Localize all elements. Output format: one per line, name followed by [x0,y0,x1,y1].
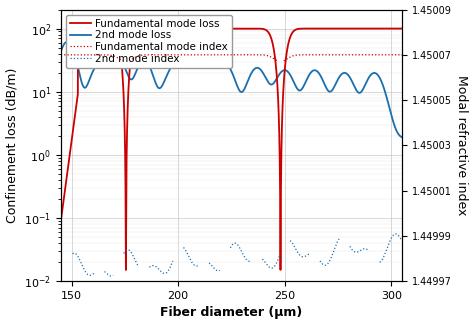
Line: Fundamental mode loss: Fundamental mode loss [61,29,402,270]
2nd mode loss [338,72,344,76]
Fundamental mode loss [313,27,319,31]
2nd mode index [399,239,405,243]
2nd mode index [263,261,268,265]
Y-axis label: Confinement loss (dB/m): Confinement loss (dB/m) [6,68,18,223]
2nd mode loss [313,69,319,72]
Fundamental mode index [58,53,64,57]
2nd mode loss [399,136,405,139]
2nd mode index [58,275,64,279]
Y-axis label: Modal refractive index: Modal refractive index [456,75,468,215]
2nd mode loss [189,65,194,69]
Fundamental mode loss [58,219,64,223]
Fundamental mode index [313,53,319,57]
2nd mode loss [263,76,268,80]
Fundamental mode loss [123,268,129,272]
Fundamental mode loss [189,27,194,31]
Fundamental mode loss [338,27,344,31]
Fundamental mode loss [75,27,81,31]
2nd mode index [189,259,194,263]
Fundamental mode index [399,53,405,57]
Legend: Fundamental mode loss, 2nd mode loss, Fundamental mode index, 2nd mode index: Fundamental mode loss, 2nd mode loss, Fu… [66,15,232,68]
Fundamental mode index [189,53,194,57]
Line: Fundamental mode index: Fundamental mode index [61,55,402,61]
Line: 2nd mode loss: 2nd mode loss [61,42,402,137]
2nd mode loss [64,40,70,44]
2nd mode loss [120,61,126,65]
2nd mode loss [58,49,64,53]
Fundamental mode index [338,53,344,57]
Fundamental mode loss [280,97,286,101]
Fundamental mode loss [263,28,268,32]
2nd mode loss [280,69,286,72]
Fundamental mode index [263,53,268,57]
Line: 2nd mode index: 2nd mode index [61,234,402,277]
Fundamental mode loss [399,27,405,31]
Fundamental mode loss [120,79,126,83]
X-axis label: Fiber diameter (μm): Fiber diameter (μm) [160,306,302,319]
